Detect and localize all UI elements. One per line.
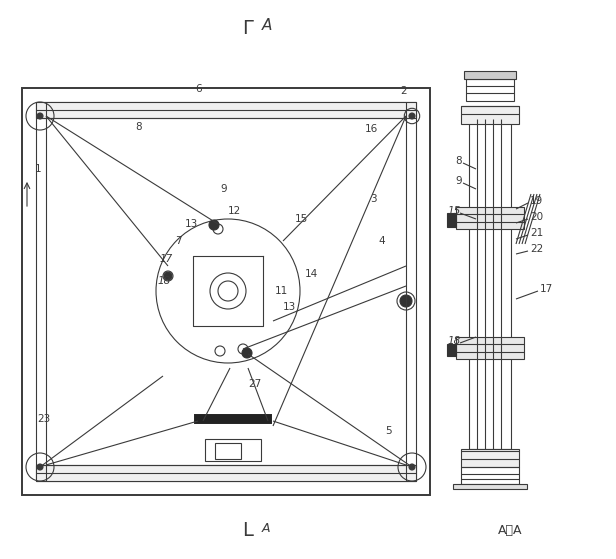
Circle shape: [164, 272, 172, 280]
Text: 15: 15: [448, 206, 461, 216]
Circle shape: [242, 348, 252, 358]
Text: 16: 16: [365, 124, 378, 134]
Text: 27: 27: [248, 379, 261, 389]
Bar: [447, 213, 456, 227]
Text: 13: 13: [283, 302, 296, 312]
Text: 4: 4: [378, 236, 384, 246]
Bar: [195, 415, 271, 423]
Bar: [36, 465, 416, 481]
Bar: [469, 119, 511, 449]
Text: 2: 2: [400, 86, 407, 96]
Text: 12: 12: [228, 206, 241, 216]
Text: 15: 15: [295, 214, 308, 224]
Circle shape: [409, 113, 415, 119]
Text: 9: 9: [455, 176, 461, 186]
Text: 1: 1: [35, 164, 42, 174]
Bar: [461, 449, 519, 467]
Bar: [464, 71, 516, 79]
Bar: [36, 102, 416, 118]
Text: 18: 18: [448, 336, 461, 346]
Text: A: A: [262, 522, 270, 535]
Text: 8: 8: [455, 156, 461, 166]
Bar: [456, 337, 524, 359]
Bar: [215, 443, 241, 459]
Text: 13: 13: [185, 219, 198, 229]
Circle shape: [409, 464, 415, 470]
Text: 21: 21: [530, 228, 543, 238]
Text: 23: 23: [37, 414, 51, 424]
Text: 17: 17: [540, 284, 553, 294]
Bar: [456, 207, 524, 229]
Text: 17: 17: [160, 254, 173, 264]
Bar: [447, 344, 456, 356]
Text: 19: 19: [530, 196, 543, 206]
Text: 9: 9: [220, 184, 227, 194]
Text: 11: 11: [275, 286, 288, 296]
Text: 7: 7: [175, 236, 182, 246]
Circle shape: [209, 220, 219, 230]
Circle shape: [37, 464, 43, 470]
Circle shape: [37, 113, 43, 119]
Text: 22: 22: [530, 244, 543, 254]
Bar: [205, 439, 261, 461]
Text: 3: 3: [370, 194, 376, 204]
Text: 20: 20: [530, 212, 543, 222]
Circle shape: [400, 295, 412, 307]
Text: 14: 14: [305, 269, 318, 279]
Bar: [466, 79, 514, 101]
Text: Γ: Γ: [243, 20, 253, 39]
Text: L: L: [243, 522, 253, 541]
Bar: [22, 88, 430, 495]
Text: 8: 8: [135, 122, 142, 132]
Text: 5: 5: [385, 426, 392, 436]
Bar: [461, 106, 519, 124]
Bar: [461, 467, 519, 484]
Text: 6: 6: [195, 84, 201, 94]
Text: 18: 18: [158, 276, 171, 286]
Text: A: A: [262, 18, 272, 34]
Bar: [453, 484, 527, 489]
Text: A－A: A－A: [498, 524, 522, 538]
Bar: [36, 102, 416, 481]
